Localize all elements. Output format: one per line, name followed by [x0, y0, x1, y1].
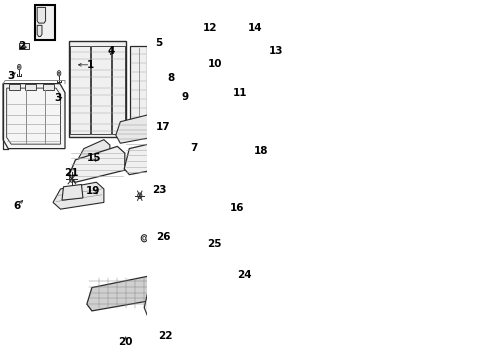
- Polygon shape: [200, 260, 219, 292]
- Ellipse shape: [94, 156, 96, 159]
- Ellipse shape: [18, 64, 21, 70]
- Bar: [35, 5, 55, 40]
- Polygon shape: [43, 84, 54, 90]
- Text: 24: 24: [237, 270, 252, 280]
- Ellipse shape: [208, 27, 211, 30]
- Text: 18: 18: [254, 146, 269, 156]
- Polygon shape: [124, 139, 177, 175]
- Text: 15: 15: [87, 153, 101, 163]
- Polygon shape: [69, 147, 125, 182]
- Text: 3: 3: [54, 93, 62, 103]
- Ellipse shape: [206, 272, 213, 281]
- Text: 1: 1: [87, 60, 94, 70]
- Text: 5: 5: [155, 38, 162, 48]
- Ellipse shape: [272, 43, 278, 50]
- Text: 10: 10: [208, 59, 222, 69]
- Text: 11: 11: [233, 87, 247, 98]
- Polygon shape: [78, 140, 110, 164]
- Ellipse shape: [58, 72, 60, 75]
- Polygon shape: [37, 8, 46, 23]
- Text: 14: 14: [248, 23, 263, 33]
- Ellipse shape: [47, 8, 49, 13]
- Ellipse shape: [151, 285, 155, 290]
- Polygon shape: [25, 84, 36, 90]
- Polygon shape: [3, 84, 65, 149]
- Polygon shape: [37, 25, 42, 37]
- Polygon shape: [116, 115, 152, 143]
- Ellipse shape: [251, 22, 257, 29]
- Text: 26: 26: [156, 232, 171, 242]
- Polygon shape: [144, 291, 164, 315]
- Ellipse shape: [88, 156, 90, 159]
- Ellipse shape: [241, 73, 244, 76]
- Text: 16: 16: [230, 203, 244, 213]
- Text: 7: 7: [190, 143, 197, 153]
- Text: 6: 6: [14, 201, 21, 211]
- Ellipse shape: [274, 45, 277, 48]
- Ellipse shape: [99, 156, 102, 159]
- Text: 4: 4: [107, 46, 115, 56]
- Ellipse shape: [19, 66, 20, 68]
- Ellipse shape: [253, 23, 256, 27]
- Polygon shape: [70, 41, 126, 138]
- Polygon shape: [9, 84, 20, 90]
- Text: 8: 8: [168, 73, 175, 83]
- Text: 22: 22: [159, 331, 173, 341]
- Text: 20: 20: [119, 337, 133, 347]
- Text: 9: 9: [182, 92, 189, 102]
- Ellipse shape: [138, 193, 142, 198]
- Polygon shape: [130, 45, 147, 133]
- Text: 12: 12: [203, 23, 218, 33]
- Text: 21: 21: [64, 168, 78, 178]
- Text: 17: 17: [155, 122, 170, 132]
- Text: 2: 2: [18, 41, 25, 50]
- Polygon shape: [53, 182, 104, 209]
- Ellipse shape: [48, 10, 49, 12]
- Text: 19: 19: [86, 186, 100, 196]
- Text: 3: 3: [7, 71, 15, 81]
- Polygon shape: [19, 43, 29, 49]
- Ellipse shape: [240, 72, 245, 77]
- Ellipse shape: [206, 25, 213, 32]
- Text: 23: 23: [152, 185, 167, 195]
- Ellipse shape: [57, 71, 61, 76]
- Polygon shape: [179, 131, 216, 167]
- Polygon shape: [62, 184, 83, 200]
- Ellipse shape: [70, 176, 74, 182]
- Polygon shape: [87, 276, 153, 311]
- Text: 13: 13: [269, 46, 284, 56]
- Text: 25: 25: [207, 239, 222, 249]
